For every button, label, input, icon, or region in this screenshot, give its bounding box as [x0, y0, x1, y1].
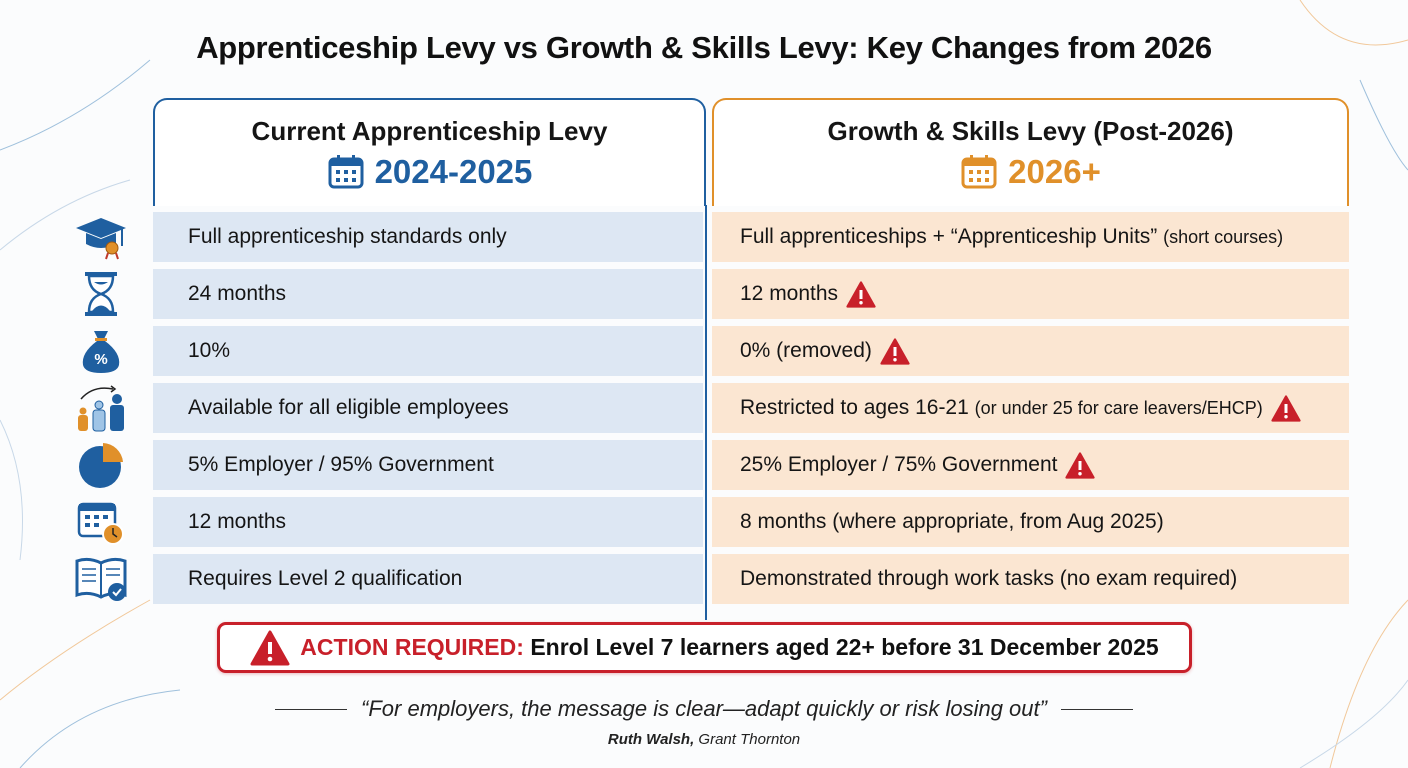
- future-value: Demonstrated through work tasks (no exam…: [740, 567, 1238, 590]
- current-levy-title: Current Apprenticeship Levy: [251, 116, 608, 146]
- future-levy-header: Growth & Skills Levy (Post-2026) 2026+: [712, 98, 1349, 206]
- future-row-4: Restricted to ages 16-21 (or under 25 fo…: [712, 383, 1349, 433]
- future-row-3: 0% (removed): [712, 326, 1349, 376]
- future-row-6: 8 months (where appropriate, from Aug 20…: [712, 497, 1349, 547]
- current-value: Requires Level 2 qualification: [188, 567, 463, 590]
- current-value: 10%: [188, 339, 231, 362]
- warning-icon: [250, 630, 290, 665]
- future-levy-period: 2026+: [1008, 153, 1101, 190]
- current-value: 12 months: [188, 510, 287, 533]
- future-value: 25% Employer / 75% Government: [740, 453, 1058, 476]
- pie-chart-icon: [70, 440, 132, 490]
- current-row-2: 24 months: [153, 269, 703, 319]
- current-row-5: 5% Employer / 95% Government: [153, 440, 703, 490]
- calendar-icon: [328, 155, 364, 189]
- warning-icon: [1065, 451, 1096, 479]
- quote-author: Ruth Walsh,: [607, 731, 695, 748]
- people-age-icon: [70, 383, 132, 433]
- future-row-2: 12 months: [712, 269, 1349, 319]
- future-value: 12 months: [740, 282, 839, 305]
- future-levy-title: Growth & Skills Levy (Post-2026): [827, 116, 1234, 146]
- money-bag-percent-icon: %: [70, 326, 132, 376]
- action-required-text: Enrol Level 7 learners aged 22+ before 3…: [530, 634, 1159, 660]
- book-check-icon: [70, 554, 132, 604]
- quote-organisation: Grant Thornton: [698, 731, 801, 748]
- future-value: 8 months (where appropriate, from Aug 20…: [740, 510, 1164, 533]
- warning-icon: [1271, 394, 1301, 422]
- hourglass-icon: [70, 269, 132, 319]
- current-levy-period: 2024-2025: [374, 153, 533, 190]
- svg-text:%: %: [94, 351, 107, 368]
- column-divider: [705, 205, 707, 620]
- action-required-banner: ACTION REQUIRED: Enrol Level 7 learners …: [217, 622, 1192, 673]
- page-title: Apprenticeship Levy vs Growth & Skills L…: [196, 30, 1212, 65]
- calendar-icon: [961, 155, 997, 189]
- future-value: 0% (removed): [740, 339, 872, 362]
- action-required-label: ACTION REQUIRED:: [300, 634, 524, 660]
- future-row-7: Demonstrated through work tasks (no exam…: [712, 554, 1349, 604]
- future-row-5: 25% Employer / 75% Government: [712, 440, 1349, 490]
- current-row-4: Available for all eligible employees: [153, 383, 703, 433]
- current-row-1: Full apprenticeship standards only: [153, 212, 703, 262]
- quote-text: “For employers, the message is clear—ada…: [361, 696, 1047, 721]
- graduation-cap-icon: [70, 212, 132, 262]
- current-row-7: Requires Level 2 qualification: [153, 554, 703, 604]
- current-levy-header: Current Apprenticeship Levy 2024-2025: [153, 98, 706, 206]
- future-note: (short courses): [1163, 227, 1284, 247]
- future-value: Restricted to ages 16-21 (or under 25 fo…: [740, 396, 1263, 419]
- future-note: (or under 25 for care leavers/EHCP): [974, 398, 1263, 418]
- warning-icon: [880, 337, 910, 365]
- current-value: 24 months: [188, 282, 287, 305]
- current-value: 5% Employer / 95% Government: [188, 453, 494, 476]
- current-value: Full apprenticeship standards only: [188, 225, 507, 248]
- quote: “For employers, the message is clear—ada…: [0, 696, 1408, 722]
- future-row-1: Full apprenticeships + “Apprenticeship U…: [712, 212, 1349, 262]
- current-value: Available for all eligible employees: [188, 396, 509, 419]
- quote-attribution: Ruth Walsh, Grant Thornton: [0, 731, 1408, 748]
- divider: [275, 708, 348, 710]
- current-row-6: 12 months: [153, 497, 703, 547]
- divider: [1060, 708, 1133, 710]
- warning-icon: [846, 280, 876, 308]
- future-value: Full apprenticeships + “Apprenticeship U…: [740, 225, 1284, 248]
- calendar-clock-icon: [70, 497, 132, 547]
- current-row-3: 10%: [153, 326, 703, 376]
